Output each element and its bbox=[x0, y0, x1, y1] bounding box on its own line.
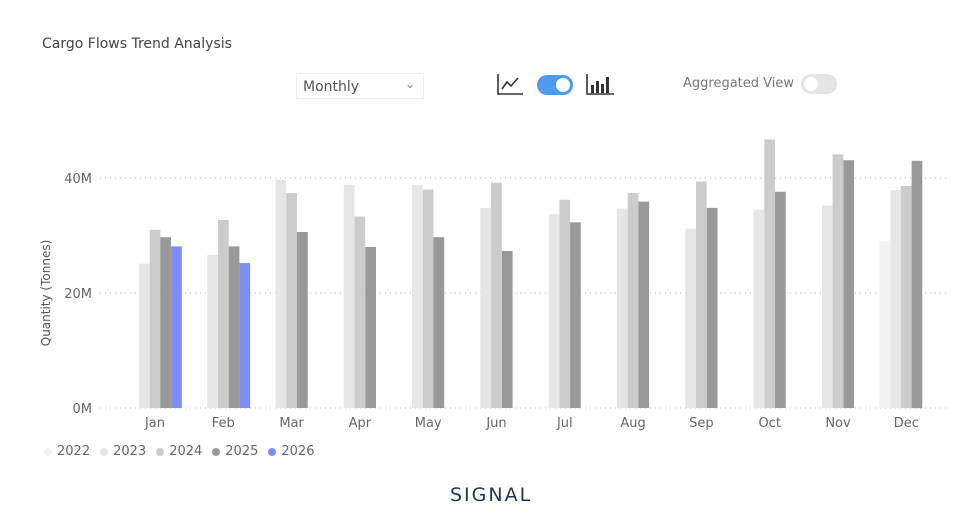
bar-2026-jan bbox=[171, 246, 182, 408]
legend-dot-icon bbox=[156, 447, 165, 456]
legend-dot-icon bbox=[44, 447, 52, 456]
bar-2025-sep bbox=[706, 207, 718, 408]
bar-2026-feb bbox=[239, 263, 251, 408]
legend-label: 2026 bbox=[281, 444, 315, 459]
legend-item-2024[interactable]: 2024 bbox=[156, 444, 202, 459]
bar-2025-aug bbox=[638, 201, 650, 408]
bar-2025-nov bbox=[843, 160, 855, 408]
bar-2022-dec bbox=[879, 240, 891, 408]
bar-2023-oct bbox=[753, 209, 765, 408]
x-tick-label: Jun bbox=[485, 416, 506, 431]
bar-2023-jan bbox=[138, 263, 150, 408]
bar-2025-feb bbox=[228, 246, 240, 408]
bar-2023-jun bbox=[480, 207, 492, 408]
x-tick-label: Nov bbox=[825, 416, 851, 431]
x-tick-label: Dec bbox=[894, 416, 919, 431]
toggle-knob bbox=[556, 78, 570, 92]
bar-2024-dec bbox=[900, 186, 912, 408]
x-tick-label: Feb bbox=[212, 416, 235, 431]
signal-logo: SIGNAL bbox=[450, 484, 533, 506]
legend-dot-icon bbox=[100, 447, 109, 456]
line-chart-icon[interactable] bbox=[496, 72, 524, 100]
chevron-down-icon: ⌄ bbox=[404, 77, 415, 91]
x-tick-label: Sep bbox=[689, 416, 714, 431]
x-tick-label: Aug bbox=[620, 416, 645, 431]
bar-2024-feb bbox=[218, 220, 229, 408]
legend-item-2022[interactable]: 2022 bbox=[44, 444, 90, 459]
bar-2025-jul bbox=[570, 222, 581, 408]
period-dropdown[interactable]: Monthly ⌄ bbox=[296, 73, 424, 99]
legend-item-2023[interactable]: 2023 bbox=[100, 444, 146, 459]
aggregated-view-label: Aggregated View bbox=[683, 76, 795, 91]
y-axis-label: Quantity (Tonnes) bbox=[39, 240, 53, 347]
legend-dot-icon bbox=[268, 447, 277, 456]
period-dropdown-value: Monthly bbox=[303, 79, 360, 95]
bar-2025-oct bbox=[775, 191, 786, 408]
bar-chart-icon[interactable] bbox=[585, 72, 615, 100]
legend-item-2025[interactable]: 2025 bbox=[212, 444, 258, 459]
bar-2024-nov bbox=[832, 154, 844, 408]
bar-2023-mar bbox=[275, 179, 287, 408]
legend-label: 2025 bbox=[225, 444, 259, 459]
legend-label: 2022 bbox=[57, 444, 91, 459]
y-tick-label: 20M bbox=[64, 287, 92, 302]
bar-2023-apr bbox=[343, 184, 355, 408]
legend-dot-icon bbox=[212, 447, 221, 456]
x-tick-label: Jan bbox=[144, 416, 165, 431]
x-tick-label: Oct bbox=[758, 416, 780, 431]
bar-2024-oct bbox=[764, 139, 775, 408]
x-tick-label: Jul bbox=[556, 416, 573, 431]
x-tick-label: May bbox=[415, 416, 442, 431]
bar-2024-jun bbox=[491, 182, 502, 408]
bar-2025-dec bbox=[911, 160, 923, 409]
bar-2025-jun bbox=[501, 251, 513, 408]
toggle-knob bbox=[804, 77, 818, 91]
x-tick-label: Mar bbox=[279, 416, 304, 431]
bar-2025-apr bbox=[365, 247, 376, 408]
x-tick-label: Apr bbox=[349, 416, 372, 431]
bar-2023-aug bbox=[617, 208, 628, 408]
bar-2023-nov bbox=[822, 205, 833, 408]
bar-2024-mar bbox=[286, 193, 297, 408]
bar-2024-jan bbox=[149, 229, 161, 409]
legend-item-2026[interactable]: 2026 bbox=[268, 444, 314, 459]
bar-2025-mar bbox=[297, 232, 308, 408]
bar-2023-jul bbox=[548, 214, 560, 408]
bar-2024-aug bbox=[627, 193, 639, 408]
chart-type-toggle[interactable] bbox=[537, 75, 573, 95]
y-tick-label: 0M bbox=[73, 402, 93, 417]
bar-2025-may bbox=[433, 237, 445, 408]
bar-2023-dec bbox=[890, 190, 901, 408]
legend-label: 2024 bbox=[169, 444, 203, 459]
chart-legend: 2022 2023 2024 2025 2026 bbox=[44, 444, 314, 459]
bar-2023-feb bbox=[207, 255, 218, 408]
bar-2024-sep bbox=[696, 181, 707, 408]
bar-2023-sep bbox=[685, 228, 697, 408]
chart-title: Cargo Flows Trend Analysis bbox=[42, 36, 232, 52]
legend-label: 2023 bbox=[113, 444, 147, 459]
bar-2024-may bbox=[422, 189, 434, 408]
bar-2024-apr bbox=[354, 216, 366, 408]
bar-2023-may bbox=[412, 184, 423, 408]
y-tick-label: 40M bbox=[64, 172, 92, 187]
bar-2024-jul bbox=[559, 199, 571, 408]
aggregated-view-toggle[interactable] bbox=[801, 74, 837, 94]
bar-2025-jan bbox=[160, 237, 171, 408]
